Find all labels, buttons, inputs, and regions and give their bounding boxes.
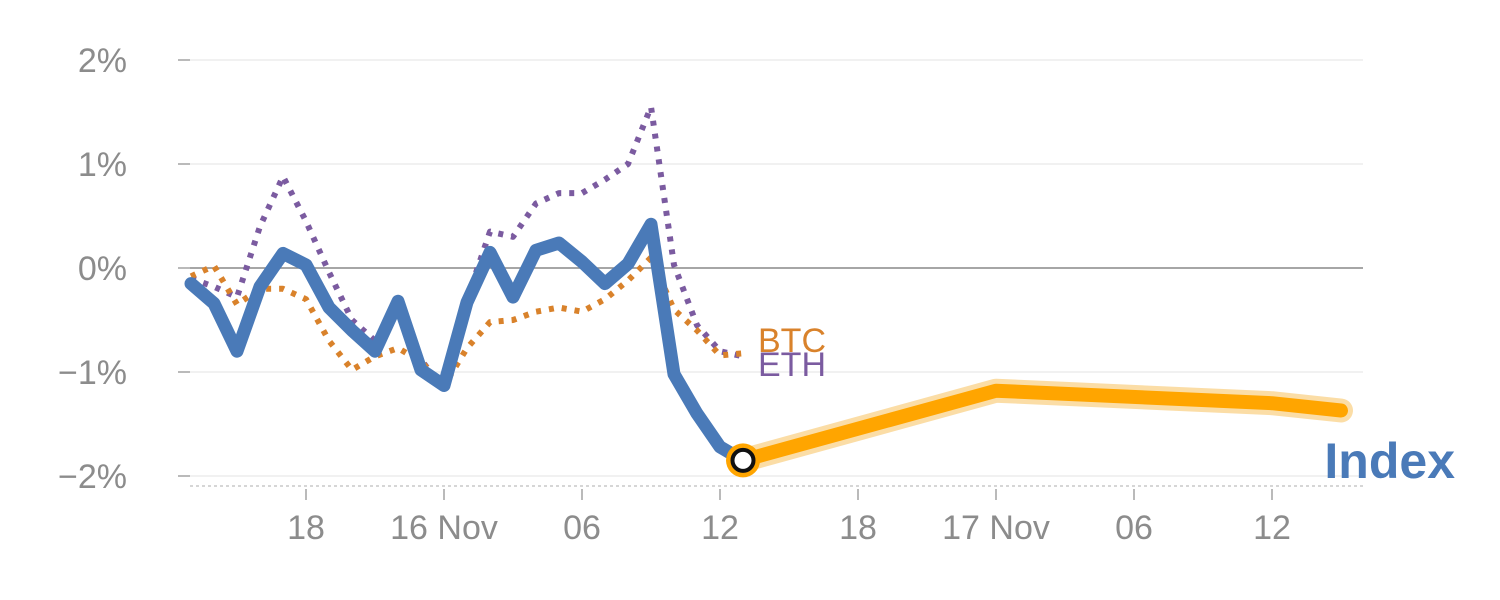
x-tick-label: 18 [839,509,877,547]
current-point-marker [730,447,756,473]
axes: 2% 1% 0% −1% −2% 18 16 Nov 06 12 18 17 Nov 06 12 [58,42,1363,547]
x-tick-label: 06 [563,509,601,547]
series-labels: BTC ETH Index [758,322,1455,489]
forecast-line [736,383,1348,468]
y-tick-label: 2% [78,42,127,80]
x-tick-label: 17 Nov [942,509,1050,547]
x-tick-label: 18 [287,509,325,547]
series-label-btc: BTC [758,322,826,360]
grid [190,59,1363,477]
series-label-index: Index [1324,433,1455,489]
y-tick-label: 1% [78,146,127,184]
series-line-index [184,217,750,467]
y-tick-label: −2% [58,458,127,496]
y-tick-label: 0% [78,250,127,288]
x-tick-label: 12 [1253,509,1291,547]
x-tick-label: 12 [701,509,739,547]
x-tick-label: 06 [1115,509,1153,547]
x-tick-label: 16 Nov [390,509,498,547]
y-tick-label: −1% [58,354,127,392]
series [184,103,1353,478]
series-label-eth: ETH [758,346,826,384]
